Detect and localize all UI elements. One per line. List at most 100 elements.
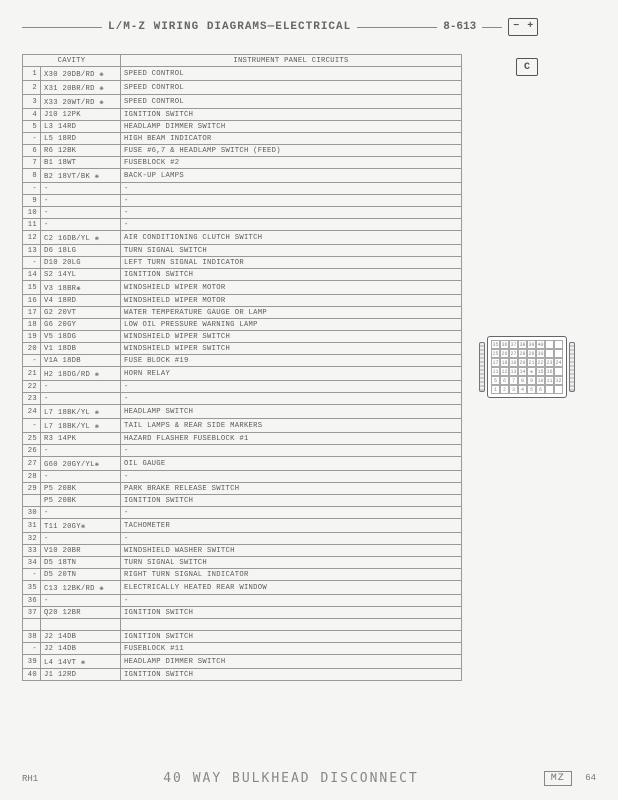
wire-code: - [41, 595, 121, 607]
cavity-number: - [23, 569, 41, 581]
wire-code: X31 20BR/RD ❋ [41, 81, 121, 95]
circuit-description: PARK BRAKE RELEASE SWITCH [121, 483, 462, 495]
cavity-number: 22 [23, 381, 41, 393]
connector-pin [545, 385, 554, 394]
table-row: 13D6 18LGTURN SIGNAL SWITCH [23, 245, 462, 257]
circuit-description: FUSE #6,7 & HEADLAMP SWITCH (FEED) [121, 145, 462, 157]
table-row: 16V4 18RDWINDSHIELD WIPER MOTOR [23, 295, 462, 307]
battery-icon: − + [508, 18, 538, 36]
connector-pin: 16 [545, 367, 554, 376]
table-row: 3X33 20WT/RD ❋SPEED CONTROL [23, 95, 462, 109]
connector-pin: 40 [536, 340, 545, 349]
circuit-description: WINDSHIELD WIPER SWITCH [121, 331, 462, 343]
connector-pin [554, 367, 563, 376]
table-row: 27G60 20GY/YL❋OIL GAUGE [23, 457, 462, 471]
cavity-number: 21 [23, 367, 41, 381]
cavity-number: 23 [23, 393, 41, 405]
wire-code: G6 20GY [41, 319, 121, 331]
wire-code: D5 20TN [41, 569, 121, 581]
circuit-description: AIR CONDITIONING CLUTCH SWITCH [121, 231, 462, 245]
table-row: 18G6 20GYLOW OIL PRESSURE WARNING LAMP [23, 319, 462, 331]
circuit-description: SPEED CONTROL [121, 67, 462, 81]
table-row: -L7 18BK/YL ❋TAIL LAMPS & REAR SIDE MARK… [23, 419, 462, 433]
col-cavity: CAVITY [23, 55, 121, 67]
connector-pin: 37 [509, 340, 518, 349]
connector-pin: 9 [527, 376, 536, 385]
connector-pin: 19 [509, 358, 518, 367]
circuit-description: SPEED CONTROL [121, 81, 462, 95]
footer-number: 64 [585, 773, 596, 783]
wire-code: B1 18WT [41, 157, 121, 169]
table-row: 22-- [23, 381, 462, 393]
connector-pin: 11 [545, 376, 554, 385]
connector-pin: 4 [518, 385, 527, 394]
table-row: 23-- [23, 393, 462, 405]
cavity-number: 40 [23, 669, 41, 681]
wire-code: L3 14RD [41, 121, 121, 133]
table-row: -D10 20LGLEFT TURN SIGNAL INDICATOR [23, 257, 462, 269]
cavity-number: 16 [23, 295, 41, 307]
table-row: 33V10 20BRWINDSHIELD WASHER SWITCH [23, 545, 462, 557]
cavity-number: 32 [23, 533, 41, 545]
wire-code: V1 18DB [41, 343, 121, 355]
circuit-description: WINDSHIELD WIPER MOTOR [121, 281, 462, 295]
wire-code: C13 12BK/RD ❋ [41, 581, 121, 595]
cavity-number: 19 [23, 331, 41, 343]
wire-code [41, 619, 121, 631]
cavity-number: - [23, 355, 41, 367]
wire-code: R3 14PK [41, 433, 121, 445]
circuit-description: RIGHT TURN SIGNAL INDICATOR [121, 569, 462, 581]
connector-pin [545, 340, 554, 349]
connector-pin: 12 [554, 376, 563, 385]
page-footer: RH1 40 WAY BULKHEAD DISCONNECT MZ 64 [22, 771, 596, 786]
cavity-number: 35 [23, 581, 41, 595]
circuit-description: FUSEBLOCK #11 [121, 643, 462, 655]
cavity-number: 8 [23, 169, 41, 183]
wire-code: - [41, 507, 121, 519]
table-row: 21H2 18DG/RD ❋HORN RELAY [23, 367, 462, 381]
circuit-description: HEADLAMP DIMMER SWITCH [121, 655, 462, 669]
connector-pin: 39 [527, 340, 536, 349]
connector-pin: 6 [500, 376, 509, 385]
connector-pin: 7 [509, 376, 518, 385]
connector-pin: 5 [491, 376, 500, 385]
table-row: 8B2 18VT/BK ❋BACK-UP LAMPS [23, 169, 462, 183]
circuit-description: WATER TEMPERATURE GAUGE OR LAMP [121, 307, 462, 319]
cavity-number: 2 [23, 81, 41, 95]
cavity-number: 12 [23, 231, 41, 245]
cavity-number: 25 [23, 433, 41, 445]
cavity-number: - [23, 643, 41, 655]
connector-pin: 13 [509, 367, 518, 376]
circuit-description: IGNITION SWITCH [121, 669, 462, 681]
circuit-description: - [121, 195, 462, 207]
connector-pin: 26 [500, 349, 509, 358]
circuit-description: IGNITION SWITCH [121, 607, 462, 619]
cavity-number: 3 [23, 95, 41, 109]
connector-pin: 25 [491, 349, 500, 358]
wire-code: J10 12PK [41, 109, 121, 121]
circuit-description: TURN SIGNAL SWITCH [121, 557, 462, 569]
circuit-description: TURN SIGNAL SWITCH [121, 245, 462, 257]
cavity-number: 20 [23, 343, 41, 355]
wire-code: D10 20LG [41, 257, 121, 269]
cavity-number: - [23, 183, 41, 195]
header-page-number: 8-613 [443, 21, 476, 33]
battery-neg: − [513, 22, 519, 32]
wire-code: V10 20BR [41, 545, 121, 557]
cavity-number: - [23, 419, 41, 433]
wire-code: B2 18VT/BK ❋ [41, 169, 121, 183]
connector-body: 3536373839402526272829301718192021222324… [487, 336, 567, 398]
cavity-number: 1 [23, 67, 41, 81]
table-row: 29P5 20BKPARK BRAKE RELEASE SWITCH [23, 483, 462, 495]
cavity-number: 4 [23, 109, 41, 121]
circuit-description: - [121, 219, 462, 231]
circuit-description: - [121, 381, 462, 393]
header-title: L/M-Z WIRING DIAGRAMS—ELECTRICAL [108, 21, 351, 33]
wire-code: C2 16DB/YL ❋ [41, 231, 121, 245]
table-row: 6R6 12BKFUSE #6,7 & HEADLAMP SWITCH (FEE… [23, 145, 462, 157]
cavity-number: 36 [23, 595, 41, 607]
cavity-number [23, 619, 41, 631]
connector-pin [554, 385, 563, 394]
table-row: 40J1 12RDIGNITION SWITCH [23, 669, 462, 681]
table-row: 1X30 20DB/RD ❋SPEED CONTROL [23, 67, 462, 81]
